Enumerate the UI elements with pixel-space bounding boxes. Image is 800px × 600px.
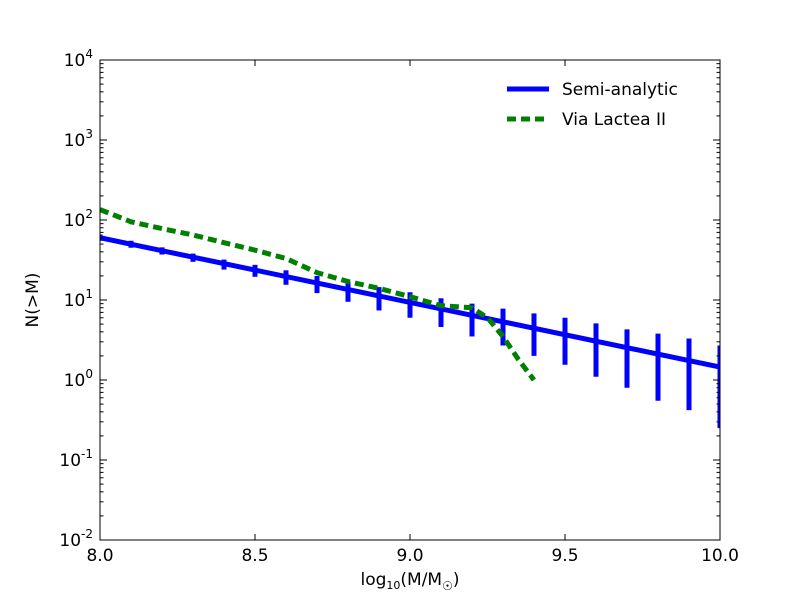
y-tick-label-6: 104 bbox=[64, 47, 93, 71]
y-tick-label-0: 10-2 bbox=[59, 527, 93, 551]
y-tick-label-3: 101 bbox=[64, 287, 93, 311]
y-tick-label-2: 100 bbox=[64, 367, 93, 391]
x-axis-label-rest: (M/M bbox=[400, 570, 442, 590]
x-axis-label-sub: 10 bbox=[386, 579, 400, 592]
x-tick-label-1: 8.5 bbox=[241, 546, 268, 566]
x-tick-label-4: 10.0 bbox=[701, 546, 739, 566]
series-line-via-lactea-ii bbox=[100, 207, 536, 382]
y-tick-label-4: 102 bbox=[64, 207, 93, 231]
legend-label-semi-analytic: Semi-analytic bbox=[562, 80, 678, 100]
y-tick-label-1: 10-1 bbox=[59, 447, 93, 471]
x-tick-label-0: 8.0 bbox=[86, 546, 113, 566]
legend-label-via-lactea: Via Lactea II bbox=[562, 110, 666, 130]
x-axis-label-main: log bbox=[360, 570, 386, 590]
legend: Semi-analytic Via Lactea II bbox=[507, 80, 678, 130]
y-axis-label: N(>M) bbox=[23, 273, 43, 328]
y-tick-label-5: 103 bbox=[64, 127, 93, 151]
x-axis-label-end: ) bbox=[453, 570, 460, 590]
x-axis-label-sun: ☉ bbox=[442, 579, 453, 593]
plot-frame bbox=[99, 59, 721, 541]
series-line-semi-analytic bbox=[100, 235, 720, 370]
x-axis-label: log10(M/M☉) bbox=[360, 570, 459, 593]
x-tick-label-2: 9.0 bbox=[396, 546, 423, 566]
x-tick-label-3: 9.5 bbox=[551, 546, 578, 566]
